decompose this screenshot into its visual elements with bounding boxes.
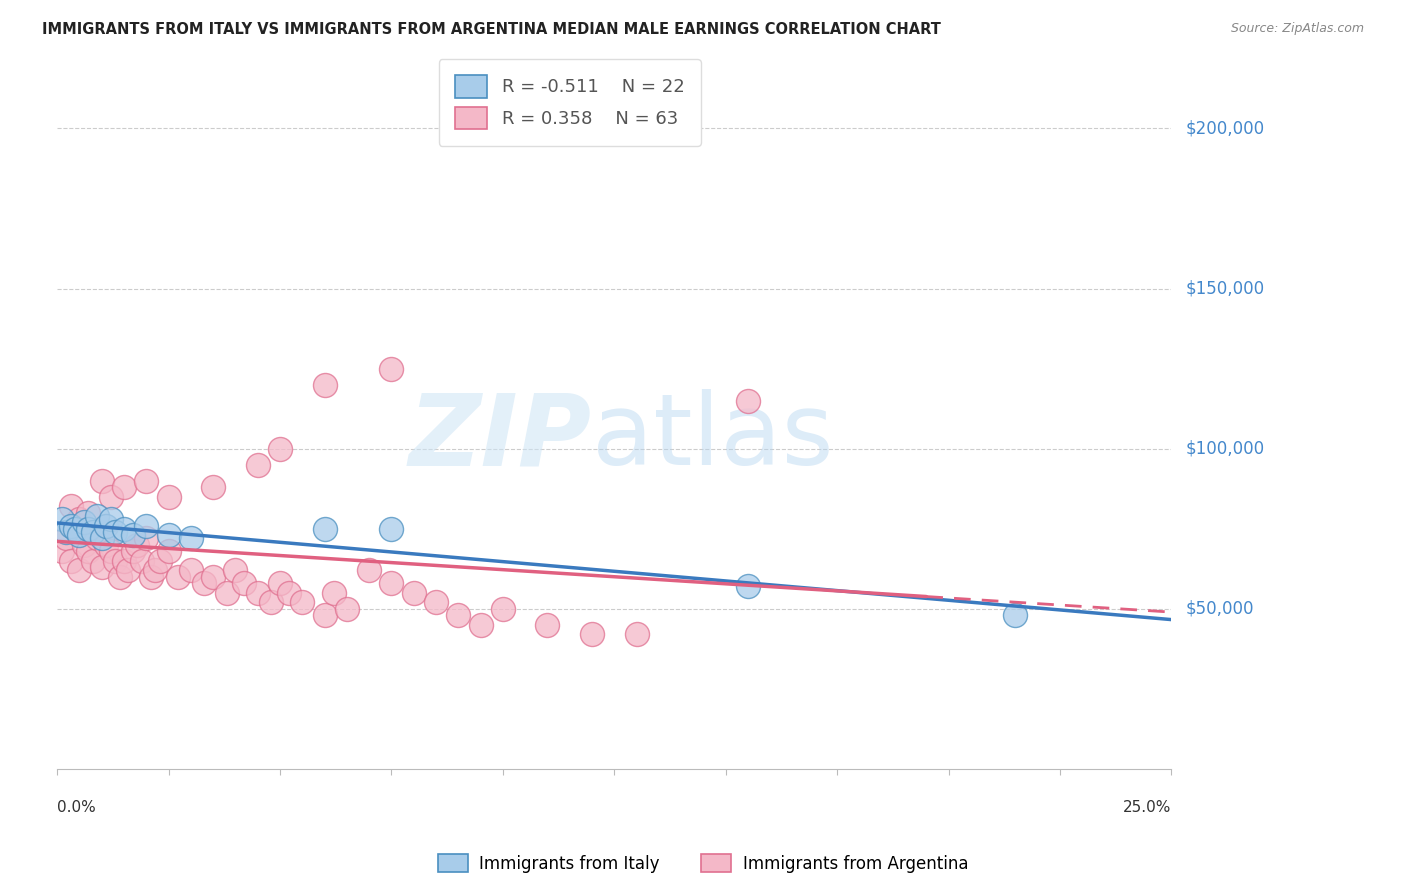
Point (269, 576, 291, 591)
Point (278, 586, 301, 600)
Point (51, 544, 73, 558)
Point (202, 570, 225, 584)
Point (69, 528, 91, 542)
Point (336, 602, 359, 616)
Point (135, 474, 157, 488)
Point (59, 500, 82, 514)
Point (157, 544, 180, 558)
Point (380, 361, 402, 376)
Point (77, 506, 100, 520)
Point (269, 442, 291, 456)
Text: $50,000: $50,000 (1185, 599, 1254, 618)
Point (90, 474, 112, 488)
Point (63, 522, 86, 536)
Point (117, 563, 139, 577)
Point (122, 528, 145, 542)
Point (380, 522, 402, 536)
Point (86, 508, 108, 523)
Point (55, 524, 77, 539)
Point (157, 490, 180, 504)
Point (86, 532, 108, 546)
Point (581, 627, 603, 641)
Point (737, 393, 759, 408)
Point (59, 554, 82, 568)
Point (96, 538, 118, 552)
Point (90, 560, 112, 574)
Point (1004, 608, 1026, 623)
Point (193, 576, 215, 591)
Point (69, 563, 91, 577)
Point (127, 538, 149, 552)
Point (166, 570, 188, 584)
Point (90, 532, 112, 546)
Point (100, 490, 122, 504)
Point (112, 522, 135, 536)
Point (55, 532, 77, 546)
Point (69, 512, 91, 526)
Point (180, 563, 202, 577)
Point (112, 554, 135, 568)
Point (82, 554, 104, 568)
Point (73, 516, 96, 530)
Point (291, 595, 314, 609)
Point (492, 602, 515, 616)
Point (104, 554, 127, 568)
Point (51, 512, 73, 526)
Point (82, 524, 104, 539)
Point (202, 480, 225, 494)
Point (77, 544, 100, 558)
Point (131, 554, 153, 568)
Point (425, 595, 447, 609)
Point (322, 586, 344, 600)
Point (215, 586, 238, 600)
Point (149, 554, 172, 568)
Point (143, 563, 166, 577)
Point (224, 563, 246, 577)
Point (157, 528, 180, 542)
Point (246, 586, 269, 600)
Text: Source: ZipAtlas.com: Source: ZipAtlas.com (1230, 22, 1364, 36)
Point (135, 532, 157, 546)
Legend: R = -0.511    N = 22, R = 0.358    N = 63: R = -0.511 N = 22, R = 0.358 N = 63 (439, 59, 700, 145)
Point (122, 544, 145, 558)
Point (59, 518, 82, 533)
Point (260, 595, 283, 609)
Point (626, 627, 648, 641)
Point (233, 576, 256, 591)
Point (447, 608, 470, 623)
Legend: Immigrants from Italy, Immigrants from Argentina: Immigrants from Italy, Immigrants from A… (430, 847, 976, 880)
Point (314, 377, 336, 392)
Point (536, 618, 558, 632)
Point (100, 512, 122, 526)
Point (737, 579, 759, 593)
Point (77, 522, 100, 536)
Point (246, 458, 269, 472)
Point (104, 524, 127, 539)
Point (112, 480, 135, 494)
Text: $200,000: $200,000 (1185, 120, 1264, 137)
Point (314, 608, 336, 623)
Point (180, 532, 202, 546)
Point (96, 518, 118, 533)
Point (139, 570, 162, 584)
Point (108, 570, 131, 584)
Point (470, 618, 492, 632)
Point (402, 586, 425, 600)
Text: $100,000: $100,000 (1185, 440, 1264, 458)
Point (380, 576, 402, 591)
Point (314, 522, 336, 536)
Point (63, 522, 86, 536)
Text: atlas: atlas (592, 389, 834, 486)
Point (100, 544, 122, 558)
Text: 25.0%: 25.0% (1123, 799, 1171, 814)
Point (73, 538, 96, 552)
Text: IMMIGRANTS FROM ITALY VS IMMIGRANTS FROM ARGENTINA MEDIAN MALE EARNINGS CORRELAT: IMMIGRANTS FROM ITALY VS IMMIGRANTS FROM… (42, 22, 941, 37)
Text: 0.0%: 0.0% (58, 799, 96, 814)
Text: $150,000: $150,000 (1185, 279, 1264, 298)
Point (135, 518, 157, 533)
Point (359, 563, 381, 577)
Text: ZIP: ZIP (409, 389, 592, 486)
